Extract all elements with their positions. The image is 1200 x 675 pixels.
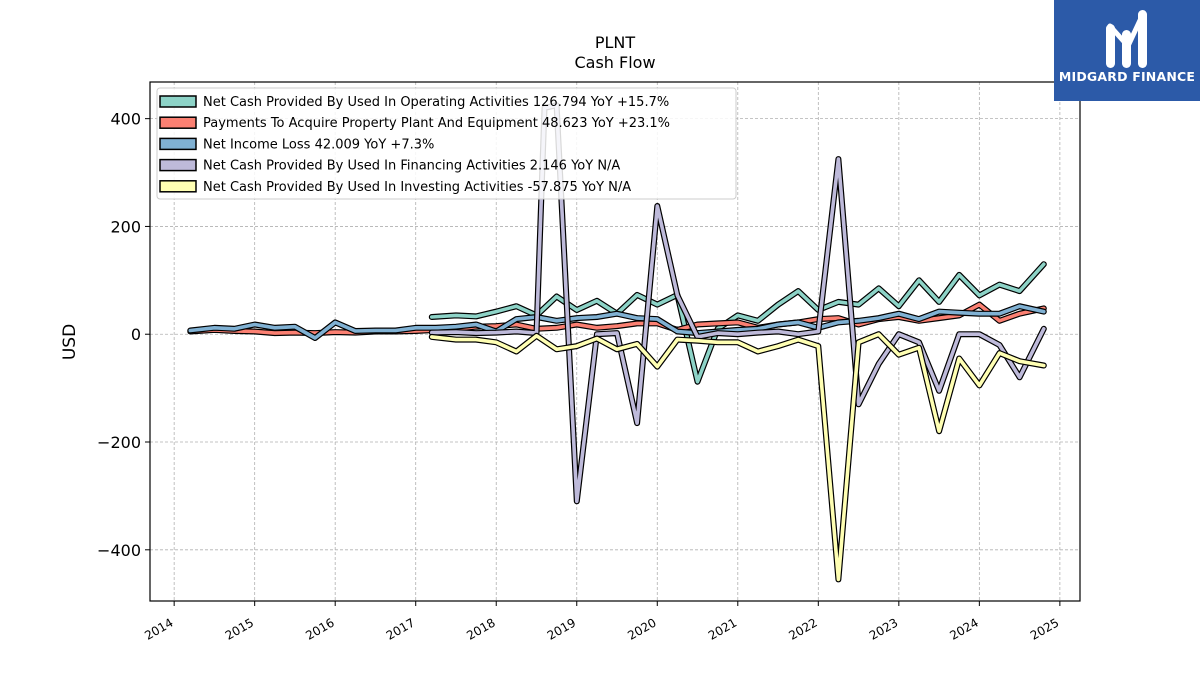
legend-swatch: [159, 137, 197, 151]
legend-entry: Net Cash Provided By Used In Financing A…: [203, 159, 620, 174]
x-tick-label: 2017: [384, 615, 417, 642]
y-axis-label: USD: [60, 324, 80, 360]
legend-entry: Payments To Acquire Property Plant And E…: [203, 116, 670, 131]
x-tick-label: 2015: [223, 615, 256, 642]
x-tick-label: 2019: [545, 615, 578, 642]
x-tick-label: 2023: [867, 615, 900, 642]
x-tick-label: 2024: [947, 615, 980, 642]
x-tick-label: 2025: [1028, 615, 1061, 642]
legend-swatch: [159, 95, 197, 108]
legend-box: [156, 87, 737, 200]
x-tick-label: 2021: [706, 615, 739, 642]
y-ticks: −400 −200 0 200 400: [97, 110, 150, 560]
series-line-2: [188, 304, 1046, 340]
logo-mark-icon: [1106, 10, 1147, 68]
series-line-3: [430, 103, 1046, 504]
legend-swatch: [159, 158, 197, 172]
y-tick-label: 0: [131, 325, 141, 344]
legend: Net Cash Provided By Used In Operating A…: [156, 87, 737, 200]
y-tick-label: 400: [110, 110, 141, 129]
legend-swatch: [159, 180, 197, 193]
y-tick-label: −400: [97, 541, 141, 560]
chart-subtitle: Cash Flow: [574, 53, 655, 72]
x-tick-label: 2016: [303, 615, 336, 642]
legend-entry: Net Income Loss 42.009 YoY +7.3%: [203, 137, 434, 152]
series-layer: [187, 102, 1047, 583]
brand-logo: MIDGARD FINANCE: [1054, 0, 1200, 101]
chart-title: PLNT: [595, 33, 636, 52]
plot-frame: [149, 81, 1081, 602]
x-tick-label: 2018: [464, 615, 497, 642]
series-line-4: [430, 332, 1046, 582]
x-ticks: 2014 2015 2016 2017 2018 2019 2020 2021 2022 2023…: [142, 601, 1061, 643]
x-tick-label: 2020: [625, 615, 658, 642]
y-tick-label: 200: [110, 217, 141, 236]
legend-entry: Net Cash Provided By Used In Operating A…: [203, 95, 669, 110]
logo-text: MIDGARD FINANCE: [1058, 69, 1196, 84]
legend-entry: Net Cash Provided By Used In Investing A…: [203, 180, 631, 195]
y-tick-label: −200: [97, 433, 141, 452]
legend-swatch: [159, 116, 197, 129]
x-tick-label: 2022: [786, 615, 819, 642]
x-tick-label: 2014: [142, 615, 175, 642]
series-line-1: [188, 302, 1046, 335]
